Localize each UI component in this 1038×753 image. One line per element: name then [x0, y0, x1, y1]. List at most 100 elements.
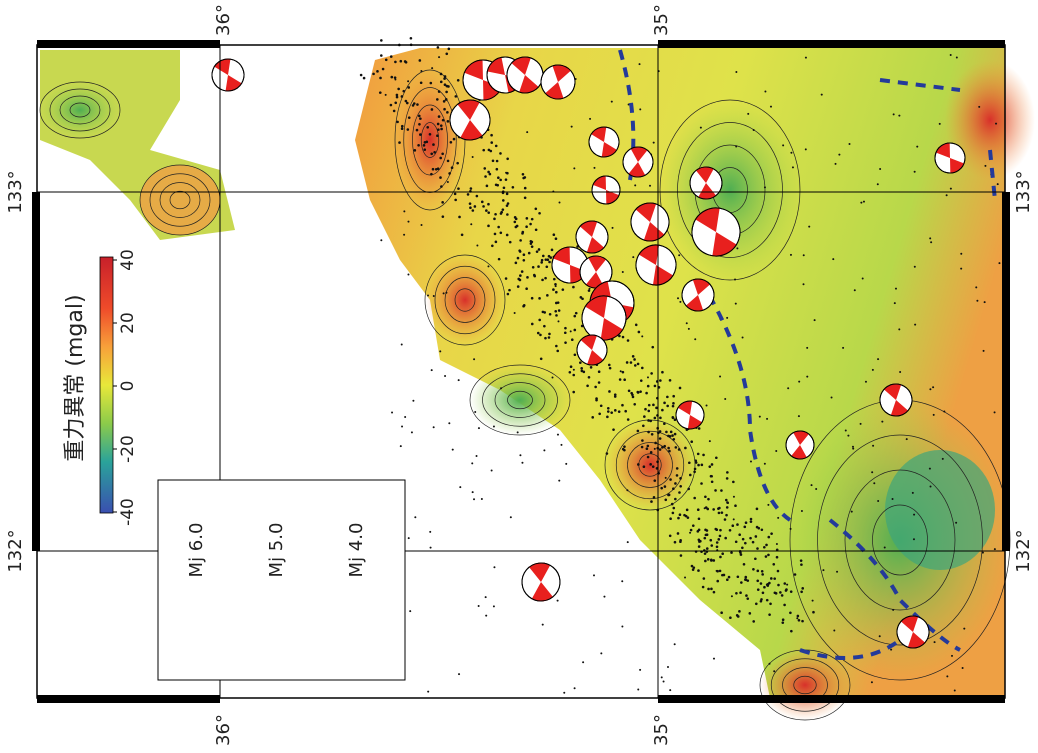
epicenter: [401, 125, 404, 128]
epicenter: [769, 602, 772, 605]
colorbar-tick-label: 20: [118, 312, 138, 334]
epicenter: [430, 547, 432, 549]
epicenter: [669, 689, 671, 691]
epicenter: [486, 185, 489, 188]
epicenter: [679, 477, 682, 480]
epicenter: [779, 591, 782, 594]
epicenter: [743, 526, 746, 529]
epicenter: [521, 270, 524, 273]
epicenter: [749, 612, 752, 615]
epicenter: [612, 227, 614, 229]
epicenter: [666, 405, 669, 408]
epicenter: [763, 546, 766, 549]
epicenter: [606, 452, 609, 455]
epicenter: [863, 201, 865, 203]
epicenter: [639, 108, 641, 110]
epicenter: [712, 559, 715, 562]
epicenter: [647, 445, 650, 448]
epicenter: [752, 541, 755, 544]
epicenter: [705, 534, 708, 537]
epicenter: [760, 600, 763, 603]
epicenter: [890, 649, 892, 651]
epicenter: [872, 369, 874, 371]
epicenter: [716, 570, 718, 572]
epicenter: [704, 507, 706, 509]
epicenter: [421, 224, 423, 226]
epicenter: [898, 328, 900, 330]
epicenter: [469, 202, 472, 205]
epicenter: [637, 689, 639, 691]
epicenter: [420, 70, 422, 72]
epicenter: [574, 687, 576, 689]
epicenter: [420, 81, 423, 84]
epicenter: [545, 258, 548, 261]
epicenter: [692, 568, 695, 571]
epicenter: [447, 160, 450, 163]
epicenter: [564, 331, 567, 334]
epicenter: [770, 106, 772, 108]
longitude-label: 133°: [1013, 170, 1034, 213]
epicenter: [474, 411, 476, 413]
epicenter: [691, 565, 694, 568]
epicenter: [715, 456, 718, 459]
epicenter: [654, 448, 656, 450]
epicenter: [507, 202, 510, 205]
epicenter: [653, 142, 655, 144]
epicenter: [572, 286, 575, 289]
epicenter: [405, 100, 408, 103]
latitude-label: 35°: [651, 4, 672, 36]
epicenter: [707, 498, 710, 501]
epicenter: [713, 658, 715, 660]
epicenter: [643, 415, 646, 418]
epicenter: [407, 221, 409, 223]
legend-label: Mj 6.0: [186, 523, 207, 578]
epicenter: [782, 618, 785, 621]
epicenter: [493, 566, 495, 568]
epicenter: [956, 56, 958, 58]
epicenter: [686, 322, 688, 324]
epicenter: [582, 661, 584, 663]
epicenter: [524, 187, 527, 190]
epicenter: [732, 481, 735, 484]
epicenter: [811, 484, 813, 486]
epicenter: [801, 620, 804, 623]
epicenter: [448, 48, 451, 51]
epicenter: [526, 276, 529, 279]
epicenter: [402, 90, 405, 93]
epicenter: [484, 175, 487, 178]
epicenter: [934, 641, 936, 643]
epicenter: [786, 584, 788, 586]
epicenter: [914, 324, 916, 326]
epicenter: [729, 616, 732, 619]
epicenter: [600, 404, 603, 407]
epicenter: [472, 209, 475, 212]
epicenter: [790, 254, 792, 256]
epicenter: [718, 512, 721, 515]
latitude-label: 36°: [213, 714, 234, 746]
epicenter: [707, 588, 710, 591]
epicenter: [544, 337, 547, 340]
epicenter: [560, 444, 562, 446]
epicenter: [653, 479, 656, 482]
colorbar-tick-label: -20: [118, 435, 138, 463]
epicenter: [672, 405, 675, 408]
epicenter: [800, 591, 803, 594]
epicenter: [471, 462, 473, 464]
epicenter: [783, 582, 786, 585]
epicenter: [871, 681, 873, 683]
epicenter: [717, 538, 720, 541]
epicenter: [645, 392, 648, 395]
epicenter: [851, 511, 853, 513]
epicenter: [781, 621, 784, 624]
epicenter: [716, 546, 719, 549]
epicenter: [800, 563, 803, 566]
epicenter: [555, 345, 558, 348]
epicenter: [983, 350, 985, 352]
epicenter: [703, 537, 706, 540]
epicenter: [433, 295, 435, 297]
epicenter: [752, 568, 755, 571]
epicenter: [482, 149, 485, 152]
epicenter: [704, 529, 707, 532]
epicenter: [744, 542, 747, 545]
epicenter: [724, 398, 726, 400]
